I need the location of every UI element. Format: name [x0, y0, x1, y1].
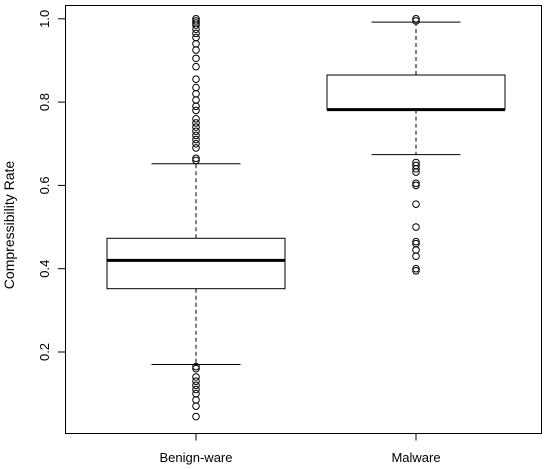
outlier-point — [192, 127, 200, 136]
outlier-point — [412, 17, 420, 25]
plot-frame — [65, 5, 542, 434]
outlier-point — [192, 135, 200, 144]
y-tick-label: 0.8 — [37, 93, 52, 111]
outlier-point — [192, 402, 200, 410]
outlier-point — [412, 223, 420, 231]
outlier-point — [192, 29, 200, 38]
box-group-malware — [326, 14, 506, 275]
iqr-box — [326, 74, 506, 111]
outlier-point — [192, 17, 200, 25]
y-tick-label: 1.0 — [37, 10, 52, 28]
outlier-point — [192, 96, 200, 104]
outlier-point — [192, 154, 200, 163]
outlier-point — [192, 139, 200, 148]
x-axis: Benign-ware Malware — [160, 433, 441, 465]
iqr-box — [106, 237, 286, 290]
outlier-point — [192, 362, 200, 371]
outlier-point — [412, 237, 420, 246]
outlier-point — [412, 179, 420, 188]
outlier-point — [412, 158, 420, 167]
outlier-point — [192, 364, 200, 373]
outlier-point — [192, 33, 200, 42]
outlier-point — [192, 119, 200, 127]
outlier-point — [412, 252, 420, 261]
outlier-point — [192, 75, 200, 83]
outlier-point — [192, 39, 200, 48]
y-tick-label: 0.4 — [37, 260, 52, 278]
outlier-point — [192, 114, 200, 123]
x-tick-label: Malware — [391, 450, 440, 465]
outlier-point — [192, 396, 200, 404]
outlier-point — [192, 389, 200, 398]
outlier-point — [192, 14, 200, 23]
outlier-point — [192, 377, 200, 385]
outlier-point — [412, 200, 420, 208]
y-tick-label: 0.6 — [37, 176, 52, 194]
outlier-point — [192, 144, 200, 152]
outlier-point — [412, 14, 420, 23]
outlier-point — [412, 264, 420, 273]
boxes — [106, 14, 506, 421]
outlier-point — [412, 181, 420, 190]
outlier-point — [412, 239, 420, 248]
box-group-benign-ware — [106, 14, 286, 421]
outlier-point — [192, 123, 200, 131]
outlier-point — [412, 161, 420, 170]
outlier-point — [192, 46, 200, 54]
y-axis: 0.2 0.4 0.6 0.8 1.0 — [37, 10, 66, 361]
outlier-point — [192, 373, 200, 381]
y-tick-label: 0.2 — [37, 343, 52, 361]
y-axis-label: Compressibility Rate — [1, 161, 17, 290]
outlier-point — [192, 62, 200, 71]
outlier-point — [192, 385, 200, 394]
outlier-point — [192, 381, 200, 390]
outlier-point — [192, 412, 200, 421]
outlier-point — [192, 106, 200, 115]
outlier-point — [192, 83, 200, 92]
outlier-point — [192, 19, 200, 27]
x-tick-label: Benign-ware — [160, 450, 233, 465]
outlier-point — [412, 246, 420, 254]
outlier-point — [192, 89, 200, 98]
outlier-point — [192, 156, 200, 165]
outlier-point — [412, 266, 420, 275]
outlier-point — [192, 131, 200, 140]
outlier-point — [192, 54, 200, 63]
outlier-point — [192, 102, 200, 111]
